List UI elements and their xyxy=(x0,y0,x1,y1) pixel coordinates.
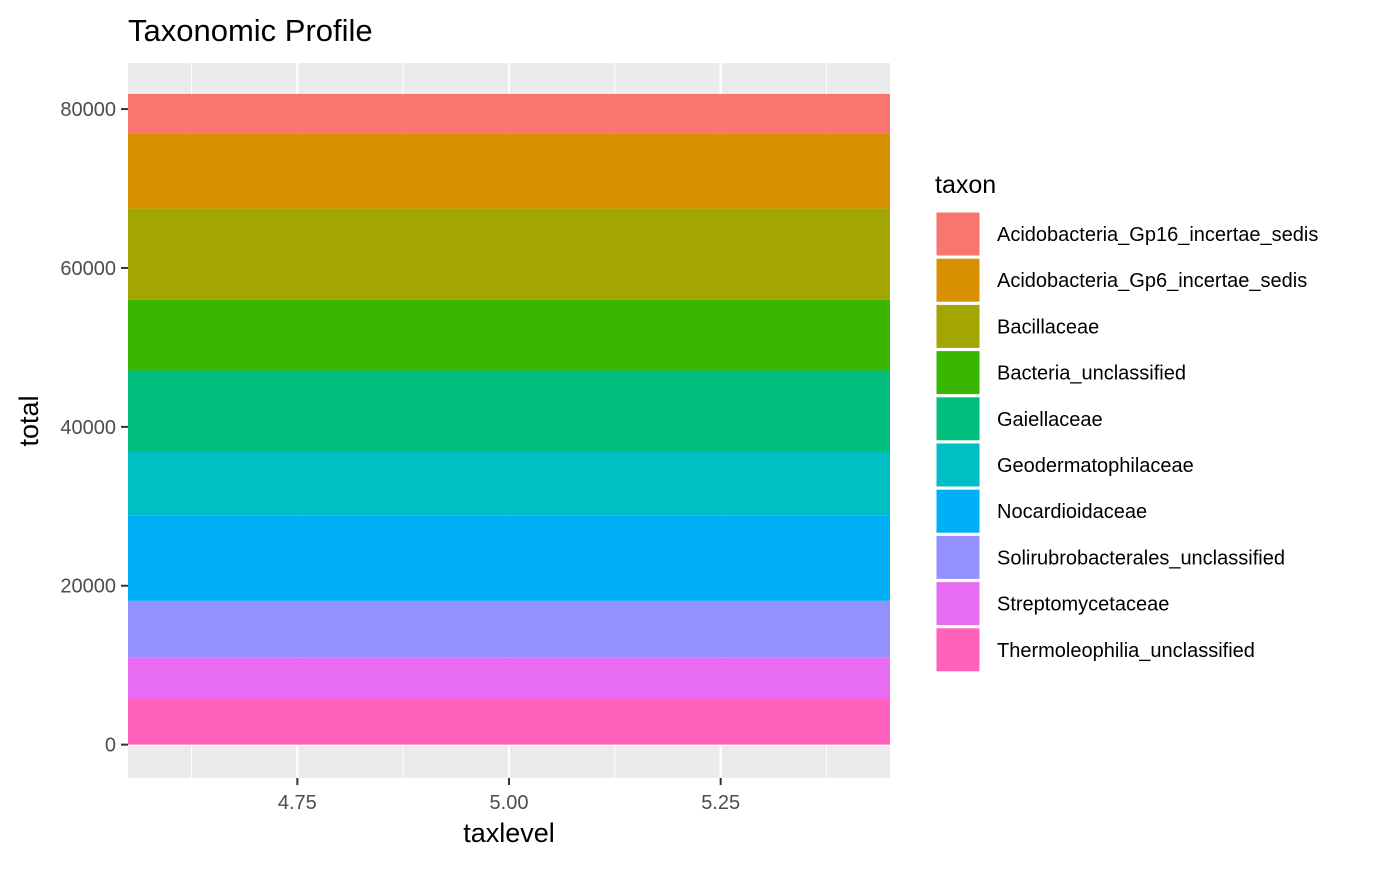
bar-segment-acidobacteria-gp16-incertae-sedis xyxy=(128,93,890,134)
y-tick-label: 20000 xyxy=(60,576,116,598)
legend: taxon Acidobacteria_Gp16_incertae_sedisA… xyxy=(935,171,1318,673)
legend-key-acidobacteria-gp16-incertae-sedis xyxy=(935,211,981,257)
y-tick-label: 0 xyxy=(105,735,116,757)
legend-key-nocardioidaceae xyxy=(935,488,981,534)
legend-label: Geodermatophilaceae xyxy=(997,455,1194,477)
bar-segment-gaiellaceae xyxy=(128,370,890,452)
legend-key-streptomycetaceae xyxy=(935,581,981,627)
legend-key-solirubrobacterales-unclassified xyxy=(935,534,981,580)
bar-segment-streptomycetaceae xyxy=(128,657,890,699)
x-tick-label: 4.75 xyxy=(278,792,317,814)
legend-key-geodermatophilaceae xyxy=(935,442,981,488)
x-tick-label: 5.00 xyxy=(490,792,529,814)
legend-key-thermoleophilia-unclassified xyxy=(935,627,981,673)
legend-label: Bacteria_unclassified xyxy=(997,363,1186,385)
bar-segment-solirubrobacterales-unclassified xyxy=(128,600,890,658)
legend-title: taxon xyxy=(935,171,996,199)
x-axis-title: taxlevel xyxy=(463,818,555,848)
x-axis: 4.75 5.00 5.25 xyxy=(278,778,740,814)
legend-label: Acidobacteria_Gp16_incertae_sedis xyxy=(997,224,1318,246)
stacked-bar xyxy=(128,93,890,745)
legend-key-gaiellaceae xyxy=(935,396,981,442)
y-axis-title: total xyxy=(14,395,44,446)
chart-title: Taxonomic Profile xyxy=(128,13,373,48)
legend-label: Bacillaceae xyxy=(997,316,1099,338)
legend-items: Acidobacteria_Gp16_incertae_sedis Acidoba… xyxy=(935,211,1318,673)
bar-segment-acidobacteria-gp6-incertae-sedis xyxy=(128,133,890,209)
bar-segment-nocardioidaceae xyxy=(128,515,890,601)
legend-label: Gaiellaceae xyxy=(997,409,1103,431)
y-tick-label: 80000 xyxy=(60,99,116,121)
legend-label: Solirubrobacterales_unclassified xyxy=(997,547,1285,569)
y-axis: 0 20000 40000 60000 80000 xyxy=(60,99,128,757)
legend-label: Streptomycetaceae xyxy=(997,594,1169,616)
legend-key-bacillaceae xyxy=(935,303,981,349)
legend-key-acidobacteria-gp6-incertae-sedis xyxy=(935,257,981,303)
legend-key-bacteria-unclassified xyxy=(935,350,981,396)
bar-segment-bacteria-unclassified xyxy=(128,299,890,371)
bar-segment-thermoleophilia-unclassified xyxy=(128,698,890,745)
bar-segment-geodermatophilaceae xyxy=(128,451,890,516)
legend-label: Nocardioidaceae xyxy=(997,501,1147,523)
legend-label: Acidobacteria_Gp6_incertae_sedis xyxy=(997,270,1307,292)
y-tick-label: 40000 xyxy=(60,417,116,439)
y-tick-label: 60000 xyxy=(60,258,116,280)
x-tick-label: 5.25 xyxy=(701,792,740,814)
bar-segment-bacillaceae xyxy=(128,208,890,300)
legend-label: Thermoleophilia_unclassified xyxy=(997,640,1255,662)
